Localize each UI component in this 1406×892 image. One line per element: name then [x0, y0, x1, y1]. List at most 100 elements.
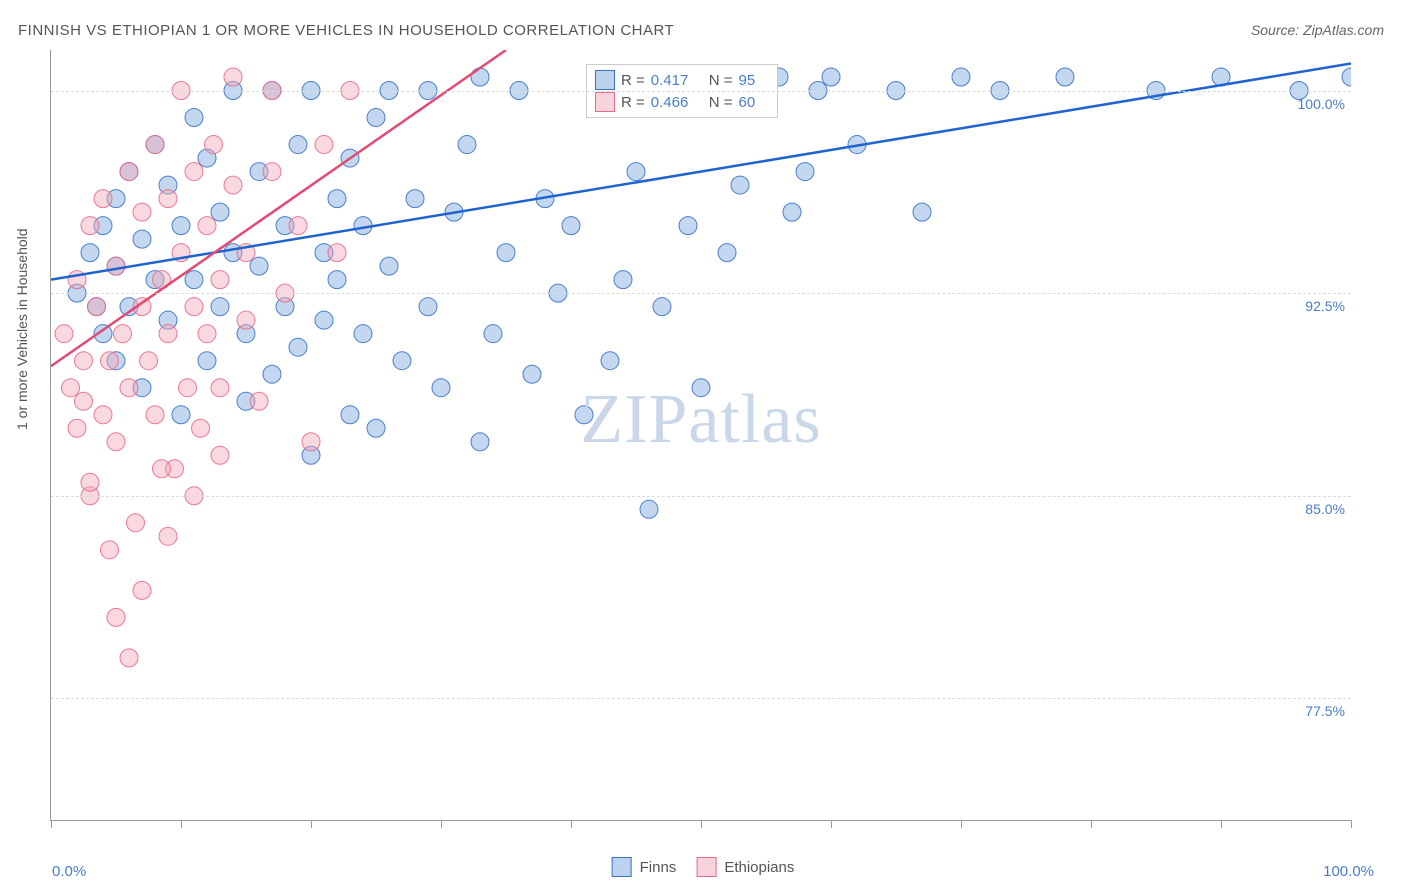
data-point [367, 419, 385, 437]
data-point [75, 392, 93, 410]
legend-n-label: N = [709, 94, 733, 111]
data-point [133, 230, 151, 248]
data-point [250, 392, 268, 410]
legend-swatch [595, 92, 615, 112]
data-point [328, 190, 346, 208]
data-point [62, 379, 80, 397]
x-tick [311, 820, 312, 828]
data-point [367, 109, 385, 127]
x-tick [701, 820, 702, 828]
x-tick [1221, 820, 1222, 828]
data-point [432, 379, 450, 397]
data-point [101, 352, 119, 370]
data-point [146, 406, 164, 424]
data-point [146, 136, 164, 154]
legend-series-name: Finns [640, 859, 677, 876]
data-point [484, 325, 502, 343]
data-point [497, 244, 515, 262]
data-point [289, 217, 307, 235]
data-point [172, 406, 190, 424]
data-point [172, 217, 190, 235]
data-point [211, 379, 229, 397]
data-point [224, 68, 242, 86]
data-point [107, 608, 125, 626]
data-point [718, 244, 736, 262]
data-point [419, 298, 437, 316]
data-point [211, 203, 229, 221]
legend-r-value: 0.417 [651, 72, 703, 89]
data-point [393, 352, 411, 370]
chart-title: FINNISH VS ETHIOPIAN 1 OR MORE VEHICLES … [18, 22, 674, 39]
data-point [94, 190, 112, 208]
data-point [133, 581, 151, 599]
data-point [328, 271, 346, 289]
data-point [575, 406, 593, 424]
data-point [120, 379, 138, 397]
data-point [952, 68, 970, 86]
scatter-svg [51, 50, 1351, 820]
data-point [354, 325, 372, 343]
data-point [224, 176, 242, 194]
data-point [562, 217, 580, 235]
data-point [614, 271, 632, 289]
data-point [263, 163, 281, 181]
data-point [692, 379, 710, 397]
legend-row: R =0.466N =60 [595, 91, 769, 113]
data-point [211, 271, 229, 289]
data-point [315, 136, 333, 154]
legend-swatch [612, 857, 632, 877]
data-point [101, 541, 119, 559]
x-tick [441, 820, 442, 828]
data-point [120, 163, 138, 181]
legend-n-label: N = [709, 72, 733, 89]
x-tick [1091, 820, 1092, 828]
legend-row: R =0.417N =95 [595, 69, 769, 91]
data-point [159, 190, 177, 208]
data-point [627, 163, 645, 181]
data-point [250, 257, 268, 275]
y-tick-label: 92.5% [1305, 298, 1345, 314]
y-tick-label: 85.0% [1305, 501, 1345, 517]
data-point [679, 217, 697, 235]
y-axis-title: 1 or more Vehicles in Household [14, 228, 30, 430]
data-point [107, 257, 125, 275]
data-point [179, 379, 197, 397]
data-point [133, 203, 151, 221]
data-point [653, 298, 671, 316]
data-point [523, 365, 541, 383]
data-point [114, 325, 132, 343]
data-point [1342, 68, 1351, 86]
data-point [185, 163, 203, 181]
y-tick-label: 77.5% [1305, 703, 1345, 719]
data-point [185, 298, 203, 316]
data-point [380, 257, 398, 275]
data-point [159, 325, 177, 343]
data-point [75, 352, 93, 370]
legend-r-value: 0.466 [651, 94, 703, 111]
legend-series-name: Ethiopians [724, 859, 794, 876]
data-point [198, 217, 216, 235]
data-point [81, 244, 99, 262]
data-point [796, 163, 814, 181]
data-point [120, 649, 138, 667]
legend-swatch [595, 70, 615, 90]
legend-item: Finns [612, 857, 677, 877]
data-point [68, 419, 86, 437]
data-point [822, 68, 840, 86]
data-point [237, 311, 255, 329]
legend-n-value: 60 [739, 94, 769, 111]
data-point [1056, 68, 1074, 86]
data-point [211, 446, 229, 464]
gridline-h [51, 698, 1351, 699]
data-point [406, 190, 424, 208]
data-point [198, 325, 216, 343]
source-attribution: Source: ZipAtlas.com [1251, 22, 1384, 38]
legend-swatch [696, 857, 716, 877]
data-point [81, 217, 99, 235]
y-tick-label: 100.0% [1298, 96, 1345, 112]
data-point [153, 460, 171, 478]
data-point [731, 176, 749, 194]
data-point [471, 68, 489, 86]
data-point [263, 365, 281, 383]
data-point [185, 109, 203, 127]
